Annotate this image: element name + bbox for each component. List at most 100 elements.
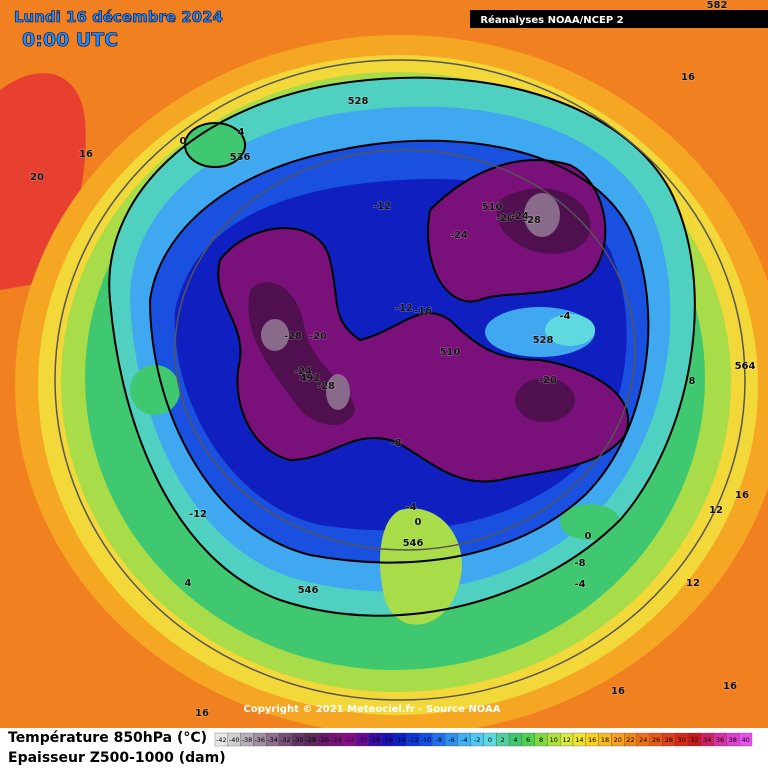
field-band — [515, 378, 575, 422]
legend-label: -20 — [357, 736, 368, 744]
field-band — [560, 504, 620, 540]
contour-label: 16 — [195, 708, 209, 719]
legend-label: -38 — [242, 736, 253, 744]
legend-label: -10 — [421, 736, 432, 744]
contour-label: -16 — [414, 306, 432, 317]
legend-label: -16 — [382, 736, 393, 744]
contour-label: -12 — [373, 201, 391, 212]
contour-label: 16 — [735, 490, 749, 501]
field-band — [326, 374, 350, 410]
legend-label: -42 — [216, 736, 227, 744]
contour-label: -28 — [523, 215, 541, 226]
contour-label: -24 — [450, 230, 468, 241]
legend-label: 10 — [550, 736, 558, 744]
contour-label: -4 — [574, 579, 585, 590]
legend-label: -8 — [436, 736, 442, 744]
legend-label: 28 — [665, 736, 673, 744]
footer-title: Température 850hPa (°C) — [8, 730, 207, 746]
contour-label: 4 — [238, 127, 245, 138]
legend-label: 0 — [488, 736, 492, 744]
contour-label: 20 — [30, 172, 44, 183]
isotherm — [217, 227, 630, 483]
field-band — [524, 193, 560, 237]
contour-label: -12 — [189, 509, 207, 520]
isotherms — [108, 76, 696, 617]
isotherm — [184, 122, 246, 168]
legend-label: 32 — [690, 736, 698, 744]
contour-label: -20 — [496, 213, 514, 224]
temperature-field — [0, 0, 768, 728]
legend-label: -22 — [344, 736, 355, 744]
copyright: Copyright © 2021 Meteociel.fr - Source N… — [244, 704, 501, 715]
contour-label: 12 — [686, 578, 700, 589]
contour-label: 528 — [533, 335, 554, 346]
legend-label: -30 — [293, 736, 304, 744]
legend-label: 30 — [678, 736, 686, 744]
contour-label: -28 — [317, 381, 335, 392]
color-legend: -42 -40 -38 -36 -34 -32 -30 -28 -26 -24 -22 -20 -18-… — [214, 732, 753, 747]
legend-label: -32 — [280, 736, 291, 744]
contour-label: 546 — [298, 585, 319, 596]
thickness-lines — [54, 59, 746, 701]
legend-label: 4 — [513, 736, 517, 744]
legend-label: 18 — [601, 736, 609, 744]
legend-label: 22 — [626, 736, 634, 744]
legend-label: -6 — [448, 736, 454, 744]
legend-label: -12 — [408, 736, 419, 744]
legend-label: 36 — [716, 736, 724, 744]
legend-label: 12 — [562, 736, 570, 744]
thickness-line — [54, 59, 746, 701]
legend-label: -34 — [267, 736, 278, 744]
legend-label: 24 — [639, 736, 647, 744]
contour-label: -4 — [559, 311, 570, 322]
isotherm — [108, 76, 696, 617]
legend-label: 14 — [575, 736, 583, 744]
time: 0:00 UTC — [22, 29, 118, 51]
date: Lundi 16 décembre 2024 — [14, 8, 223, 26]
legend-label: -36 — [254, 736, 265, 744]
contour-label: -8 — [390, 438, 401, 449]
legend-label: -26 — [318, 736, 329, 744]
contour-label: 16 — [681, 72, 695, 83]
isotherm — [427, 159, 607, 303]
contour-label: 564 — [735, 361, 756, 372]
legend-label: 16 — [588, 736, 596, 744]
contour-label: 492 — [300, 373, 321, 384]
contour-label: 4 — [185, 578, 192, 589]
contour-label: 536 — [230, 152, 251, 163]
contour-label: 0 — [180, 136, 187, 147]
source-banner — [470, 10, 768, 28]
contour-label: 16 — [611, 686, 625, 697]
contour-label: -20 — [539, 375, 557, 386]
contour-label: 528 — [348, 96, 369, 107]
contour-label: 16 — [79, 149, 93, 160]
field-band — [261, 319, 289, 351]
contour-label: -28 — [284, 331, 302, 342]
legend-label: 26 — [652, 736, 660, 744]
legend-label: -40 — [229, 736, 240, 744]
contour-label: 0 — [585, 531, 592, 542]
legend-label: -2 — [474, 736, 480, 744]
field-band — [130, 365, 180, 415]
field-band — [545, 314, 595, 346]
legend-label: 6 — [526, 736, 530, 744]
contour-label: -4 — [405, 502, 416, 513]
contour-label: 546 — [403, 538, 424, 549]
legend-label: 40 — [741, 736, 749, 744]
isotherm — [148, 139, 650, 564]
contour-label: 510 — [440, 347, 461, 358]
contour-label: -24 — [511, 211, 529, 222]
legend-label: -14 — [395, 736, 406, 744]
contour-label: 12 — [709, 505, 723, 516]
contour-label: -12 — [395, 303, 413, 314]
thickness-line — [174, 149, 636, 551]
contour-label: -20 — [309, 331, 327, 342]
legend-label: 38 — [729, 736, 737, 744]
legend-label: -24 — [331, 736, 342, 744]
legend-label: 20 — [614, 736, 622, 744]
contour-label: 510 — [482, 202, 503, 213]
legend-label: 34 — [703, 736, 711, 744]
legend-label: -28 — [306, 736, 317, 744]
